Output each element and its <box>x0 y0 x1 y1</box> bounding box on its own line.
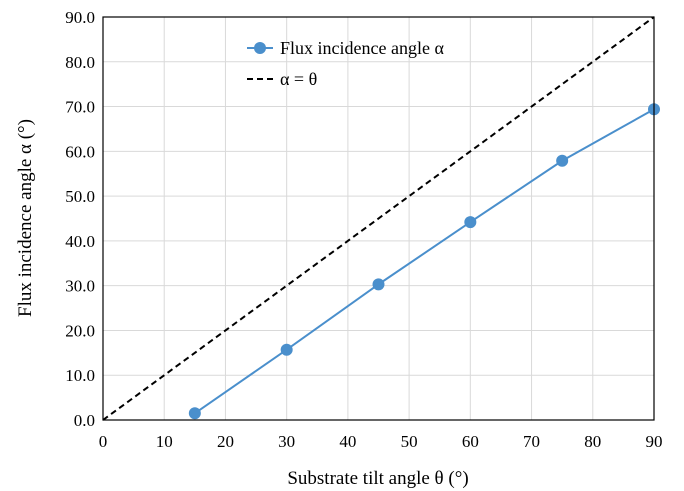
legend-label-flux: Flux incidence angle α <box>280 38 444 58</box>
y-axis-title: Flux incidence angle α (°) <box>15 119 36 317</box>
y-tick-label: 80.0 <box>65 53 95 72</box>
x-axis-ticks: 0 10 20 30 40 50 60 70 80 90 <box>99 432 663 451</box>
x-tick-label: 30 <box>278 432 295 451</box>
x-tick-label: 80 <box>584 432 601 451</box>
data-point <box>556 154 569 167</box>
plot-frame <box>102 16 655 421</box>
x-tick-label: 10 <box>156 432 173 451</box>
x-tick-label: 0 <box>99 432 108 451</box>
y-tick-label: 70.0 <box>65 98 95 117</box>
series-layer <box>102 16 660 421</box>
y-tick-label: 60.0 <box>65 142 95 161</box>
x-tick-label: 60 <box>462 432 479 451</box>
y-axis-ticks: 0.0 10.0 20.0 30.0 40.0 50.0 60.0 70.0 80.0 90.0 <box>65 8 95 430</box>
y-tick-label: 10.0 <box>65 366 95 385</box>
legend: Flux incidence angle α α = θ <box>247 38 444 89</box>
data-point <box>372 278 385 291</box>
y-tick-label: 50.0 <box>65 187 95 206</box>
series-line-identity <box>102 16 655 421</box>
legend-marker-flux <box>254 42 266 54</box>
legend-label-identity: α = θ <box>280 69 317 89</box>
data-point <box>280 343 293 356</box>
y-tick-label: 90.0 <box>65 8 95 27</box>
series-line-flux <box>194 108 655 415</box>
x-tick-label: 20 <box>217 432 234 451</box>
y-tick-label: 40.0 <box>65 232 95 251</box>
x-axis-title: Substrate tilt angle θ (°) <box>287 468 468 489</box>
data-point <box>464 216 477 229</box>
data-point <box>188 407 201 420</box>
y-tick-label: 30.0 <box>65 277 95 296</box>
legend-entry-flux: Flux incidence angle α <box>247 38 444 58</box>
x-tick-label: 40 <box>339 432 356 451</box>
y-tick-label: 0.0 <box>74 411 95 430</box>
y-tick-label: 20.0 <box>65 321 95 340</box>
x-tick-label: 90 <box>646 432 663 451</box>
x-tick-label: 70 <box>523 432 540 451</box>
legend-entry-identity: α = θ <box>247 69 317 89</box>
x-tick-label: 50 <box>401 432 418 451</box>
